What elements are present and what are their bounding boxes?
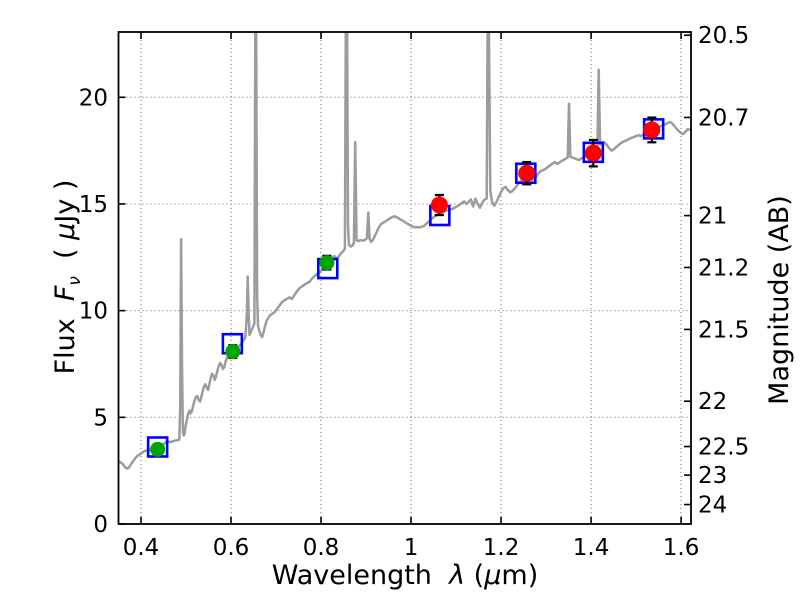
y-right-tick-labels: 20.5 20.7 21 21.2 21.5 22 22.523 24 bbox=[698, 23, 749, 518]
observed-photometry-nir-point bbox=[584, 144, 602, 162]
observed-photometry-optical-point bbox=[225, 344, 241, 360]
y-right-tick-label: 22 bbox=[698, 389, 727, 415]
x-tick-label: 1.2 bbox=[483, 535, 520, 561]
y-right-tick-label: 21.5 bbox=[698, 317, 749, 343]
y-right-tick-label: 21 bbox=[698, 204, 727, 230]
y-right-axis-label: Magnitude (AB) bbox=[764, 195, 795, 405]
y-right-tick-label: 22.5 bbox=[698, 435, 749, 461]
axis-spines bbox=[117, 31, 692, 525]
x-tick-label: 0.8 bbox=[303, 535, 340, 561]
x-tick-label: 0.6 bbox=[213, 535, 250, 561]
x-tick-labels: 0.4 0.6 0.8 1 1.2 1.4 1.6 bbox=[123, 535, 700, 561]
y-left-tick-label: 15 bbox=[79, 192, 108, 218]
observed-photometry-nir-point bbox=[430, 196, 448, 214]
gridlines bbox=[118, 32, 691, 525]
x-tick-label: 0.4 bbox=[123, 535, 160, 561]
y-left-tick-label: 5 bbox=[93, 405, 108, 431]
model-photometry-squares bbox=[146, 118, 665, 458]
observed-photometry-nir-point bbox=[518, 164, 536, 182]
observed-photometry-nir-markers bbox=[430, 121, 661, 214]
y-right-tick-label: 21.2 bbox=[698, 255, 749, 281]
y-left-tick-label: 0 bbox=[93, 512, 108, 538]
observed-photometry-optical-point bbox=[319, 255, 335, 271]
observed-photometry-optical-point bbox=[150, 441, 166, 457]
x-tick-label: 1 bbox=[404, 535, 419, 561]
observed-photometry-nir-point bbox=[643, 121, 661, 139]
y-left-axis-label: Flux Fν ( µJy ) bbox=[50, 180, 85, 375]
y-right-tick-label: 20.5 bbox=[698, 23, 749, 49]
y-left-tick-labels: 0 5 10 15 20 bbox=[79, 85, 108, 538]
y-right-tick-label: 20.7 bbox=[698, 105, 749, 131]
y-left-tick-label: 10 bbox=[79, 299, 108, 325]
x-tick-label: 1.6 bbox=[663, 535, 700, 561]
y-left-tick-label: 20 bbox=[79, 85, 108, 111]
observed-photometry-nir-errorbars bbox=[434, 116, 657, 217]
model-spectrum-line bbox=[118, 32, 691, 470]
y-right-tick-label: 24 bbox=[698, 493, 727, 519]
observed-photometry-optical-markers bbox=[150, 255, 335, 457]
x-tick-label: 1.4 bbox=[573, 535, 610, 561]
tick-marks bbox=[118, 32, 691, 525]
x-axis-label: Wavelength λ (µm) bbox=[272, 560, 538, 591]
y-right-tick-label: 23 bbox=[698, 463, 727, 489]
